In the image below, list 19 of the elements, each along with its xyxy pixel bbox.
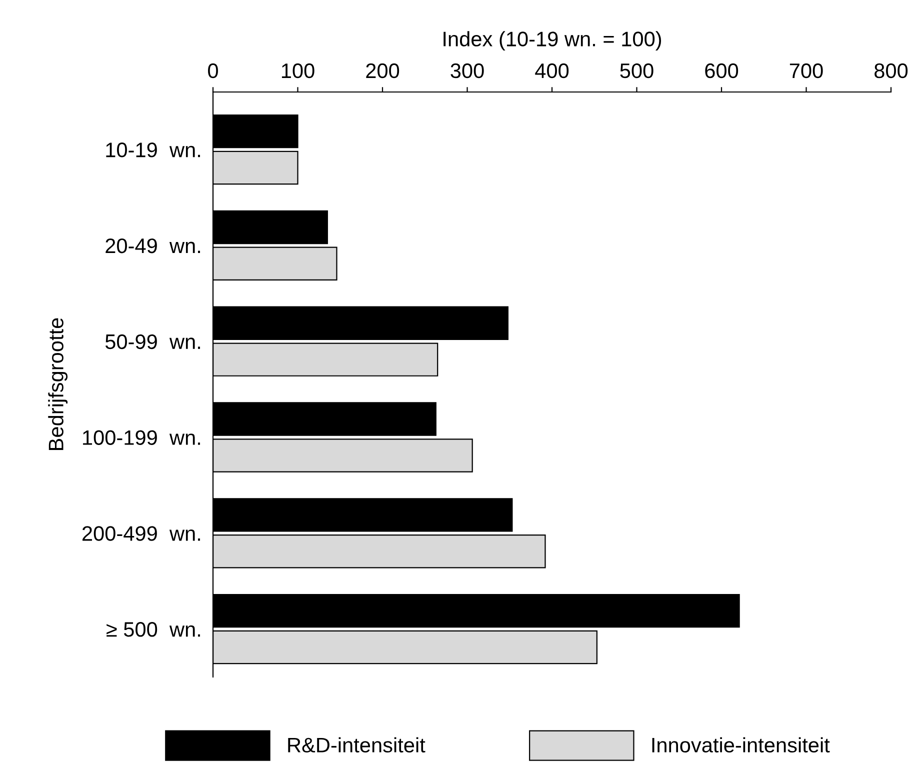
x-axis-title: Index (10-19 wn. = 100) [444,31,662,51]
legend-label: R&D-intensiteit [288,737,426,753]
x-tick-label: 100 [282,63,314,78]
x-tick-label: 0 [208,63,218,78]
y-tick-label: 200-499 wn. [82,526,200,541]
y-tick-label: ≥ 500 wn. [106,622,200,637]
y-axis-title: Bedrijfsgrootte [48,318,68,450]
legend-label: Innovatie-intensiteit [652,737,830,753]
x-tick-label: 200 [366,63,400,78]
y-tick-label: 20-49 wn. [106,238,200,254]
x-tick-label: 700 [790,63,823,78]
x-tick-label: 600 [705,63,738,78]
x-tick-label: 500 [620,63,654,78]
y-tick-label: 10-19 wn. [106,142,200,158]
x-tick-label: 300 [450,63,484,78]
y-tick-label: 50-99 wn. [105,334,200,350]
y-tick-label: 100-199 wn. [83,430,200,445]
x-tick-label: 800 [874,63,908,78]
x-tick-label: 400 [535,63,569,78]
